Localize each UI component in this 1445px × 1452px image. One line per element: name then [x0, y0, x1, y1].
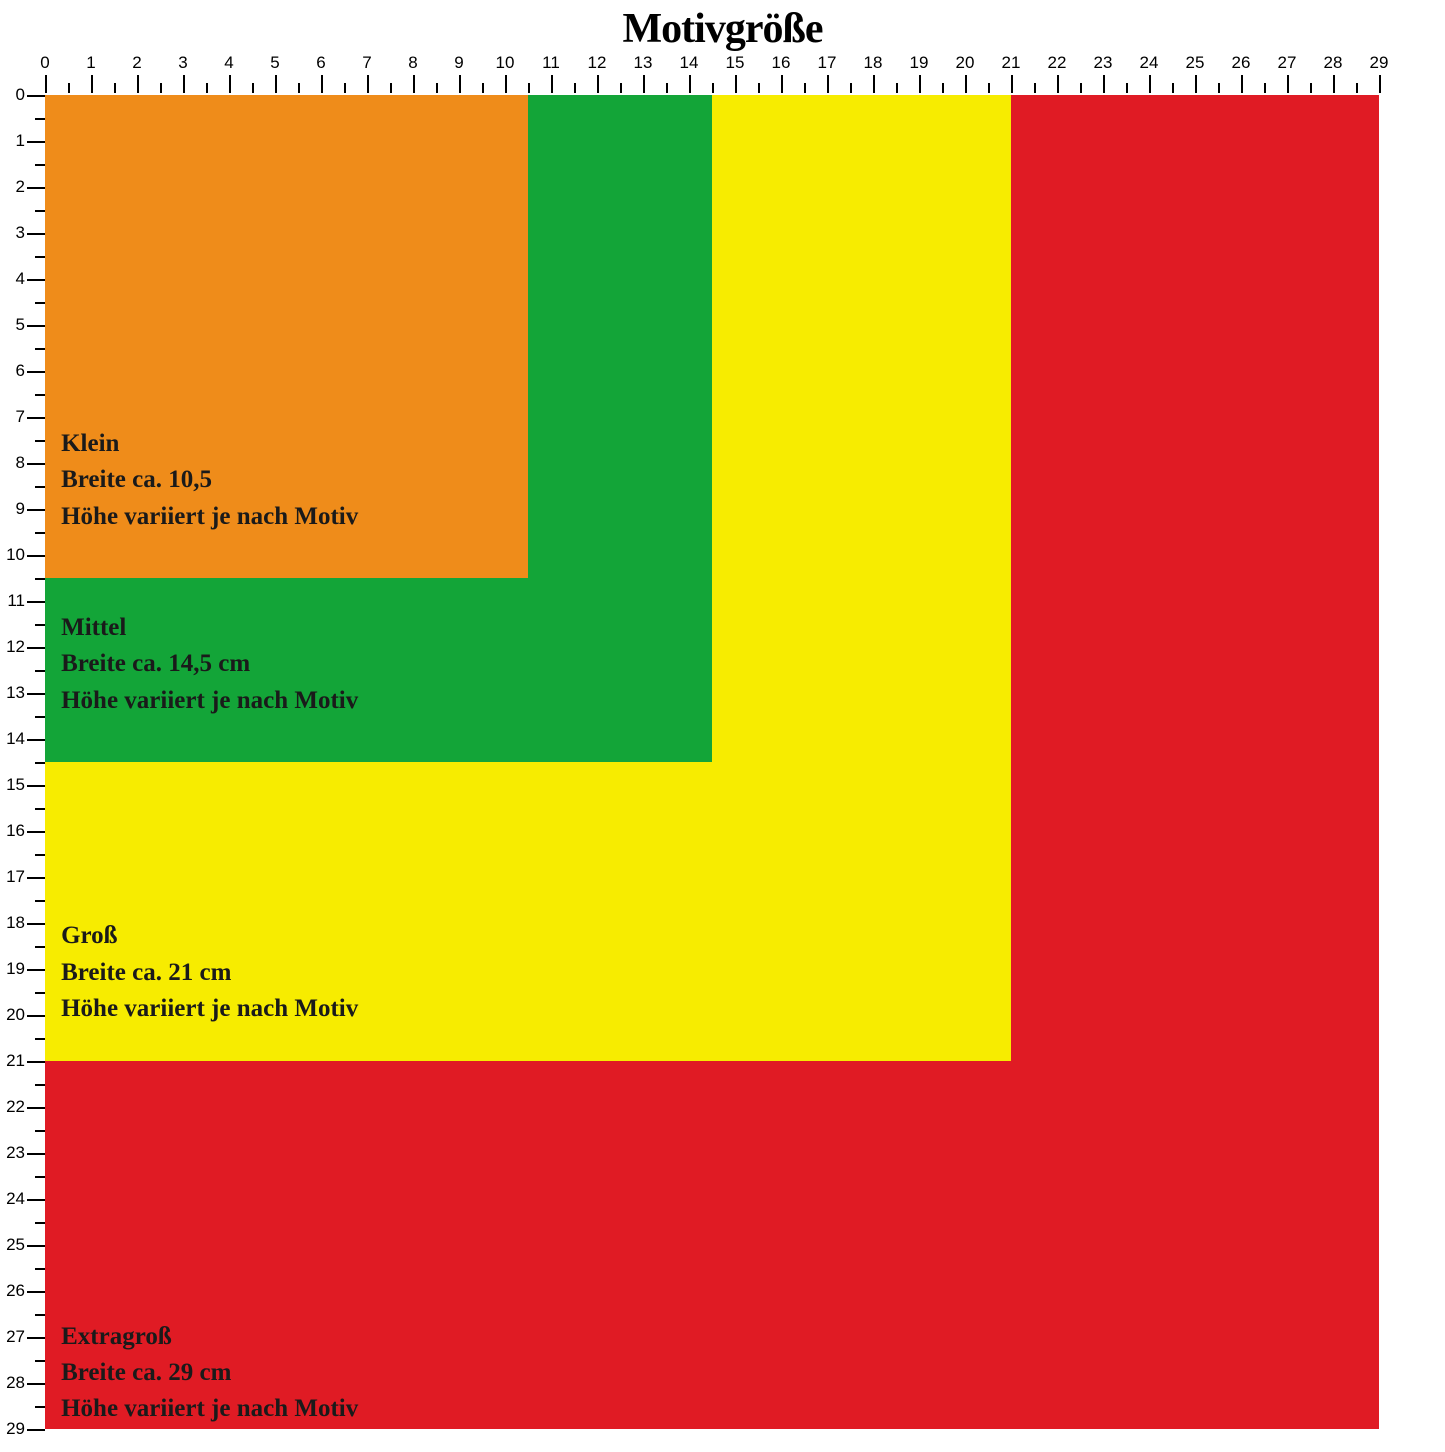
ruler-v-label: 2 [5, 177, 25, 197]
ruler-v-label: 6 [5, 361, 25, 381]
ruler-v-label: 18 [5, 913, 25, 933]
size-label-klein: KleinBreite ca. 10,5Höhe variiert je nac… [61, 426, 358, 535]
ruler-h-label: 13 [634, 53, 653, 73]
ruler-v-label: 5 [5, 315, 25, 335]
ruler-h-label: 24 [1140, 53, 1159, 73]
ruler-h-label: 28 [1324, 53, 1343, 73]
ruler-v-label: 15 [5, 775, 25, 795]
ruler-h-label: 18 [864, 53, 883, 73]
ruler-h-label: 23 [1094, 53, 1113, 73]
ruler-h-label: 11 [542, 53, 560, 73]
ruler-h-label: 5 [270, 53, 279, 73]
ruler-h-label: 10 [496, 53, 515, 73]
ruler-v-label: 22 [5, 1097, 25, 1117]
ruler-v-label: 7 [5, 407, 25, 427]
ruler-v-label: 20 [5, 1005, 25, 1025]
ruler-vertical: 0123456789101112131415161718192021222324… [5, 95, 45, 1452]
ruler-h-label: 4 [224, 53, 233, 73]
ruler-v-label: 26 [5, 1281, 25, 1301]
ruler-h-label: 19 [910, 53, 929, 73]
ruler-h-label: 6 [316, 53, 325, 73]
ruler-v-label: 27 [5, 1327, 25, 1347]
ruler-h-label: 20 [956, 53, 975, 73]
ruler-h-label: 26 [1232, 53, 1251, 73]
ruler-horizontal: 0123456789101112131415161718192021222324… [45, 55, 1402, 95]
ruler-h-label: 9 [454, 53, 463, 73]
ruler-v-label: 17 [5, 867, 25, 887]
ruler-h-label: 14 [680, 53, 699, 73]
ruler-v-label: 11 [5, 591, 25, 611]
ruler-h-label: 7 [362, 53, 371, 73]
ruler-h-label: 21 [1002, 53, 1021, 73]
ruler-h-label: 8 [408, 53, 417, 73]
ruler-h-label: 27 [1278, 53, 1297, 73]
ruler-v-label: 9 [5, 499, 25, 519]
size-label-mittel: MittelBreite ca. 14,5 cmHöhe variiert je… [61, 610, 358, 719]
size-label-groß: GroßBreite ca. 21 cmHöhe variiert je nac… [61, 918, 358, 1027]
ruler-v-label: 12 [5, 637, 25, 657]
ruler-v-label: 25 [5, 1235, 25, 1255]
ruler-v-label: 28 [5, 1373, 25, 1393]
ruler-v-label: 10 [5, 545, 25, 565]
ruler-h-label: 25 [1186, 53, 1205, 73]
ruler-h-label: 16 [772, 53, 791, 73]
ruler-h-label: 29 [1370, 53, 1389, 73]
size-canvas: ExtragroßBreite ca. 29 cmHöhe variiert j… [45, 95, 1402, 1452]
ruler-v-label: 16 [5, 821, 25, 841]
ruler-h-label: 12 [588, 53, 607, 73]
ruler-v-label: 14 [5, 729, 25, 749]
ruler-v-label: 21 [5, 1051, 25, 1071]
ruler-v-label: 3 [5, 223, 25, 243]
ruler-h-label: 17 [818, 53, 837, 73]
ruler-v-label: 24 [5, 1189, 25, 1209]
size-label-extragroß: ExtragroßBreite ca. 29 cmHöhe variiert j… [61, 1319, 358, 1428]
ruler-v-label: 0 [5, 85, 25, 105]
ruler-h-label: 3 [178, 53, 187, 73]
ruler-v-label: 29 [5, 1419, 25, 1439]
ruler-h-label: 15 [726, 53, 745, 73]
ruler-v-label: 13 [5, 683, 25, 703]
ruler-h-label: 0 [40, 53, 49, 73]
ruler-h-label: 22 [1048, 53, 1067, 73]
ruler-v-label: 8 [5, 453, 25, 473]
ruler-v-label: 19 [5, 959, 25, 979]
ruler-v-label: 1 [5, 131, 25, 151]
ruler-v-label: 23 [5, 1143, 25, 1163]
ruler-h-label: 1 [86, 53, 95, 73]
ruler-v-label: 4 [5, 269, 25, 289]
ruler-h-label: 2 [132, 53, 141, 73]
chart-title: Motivgröße [0, 5, 1445, 53]
